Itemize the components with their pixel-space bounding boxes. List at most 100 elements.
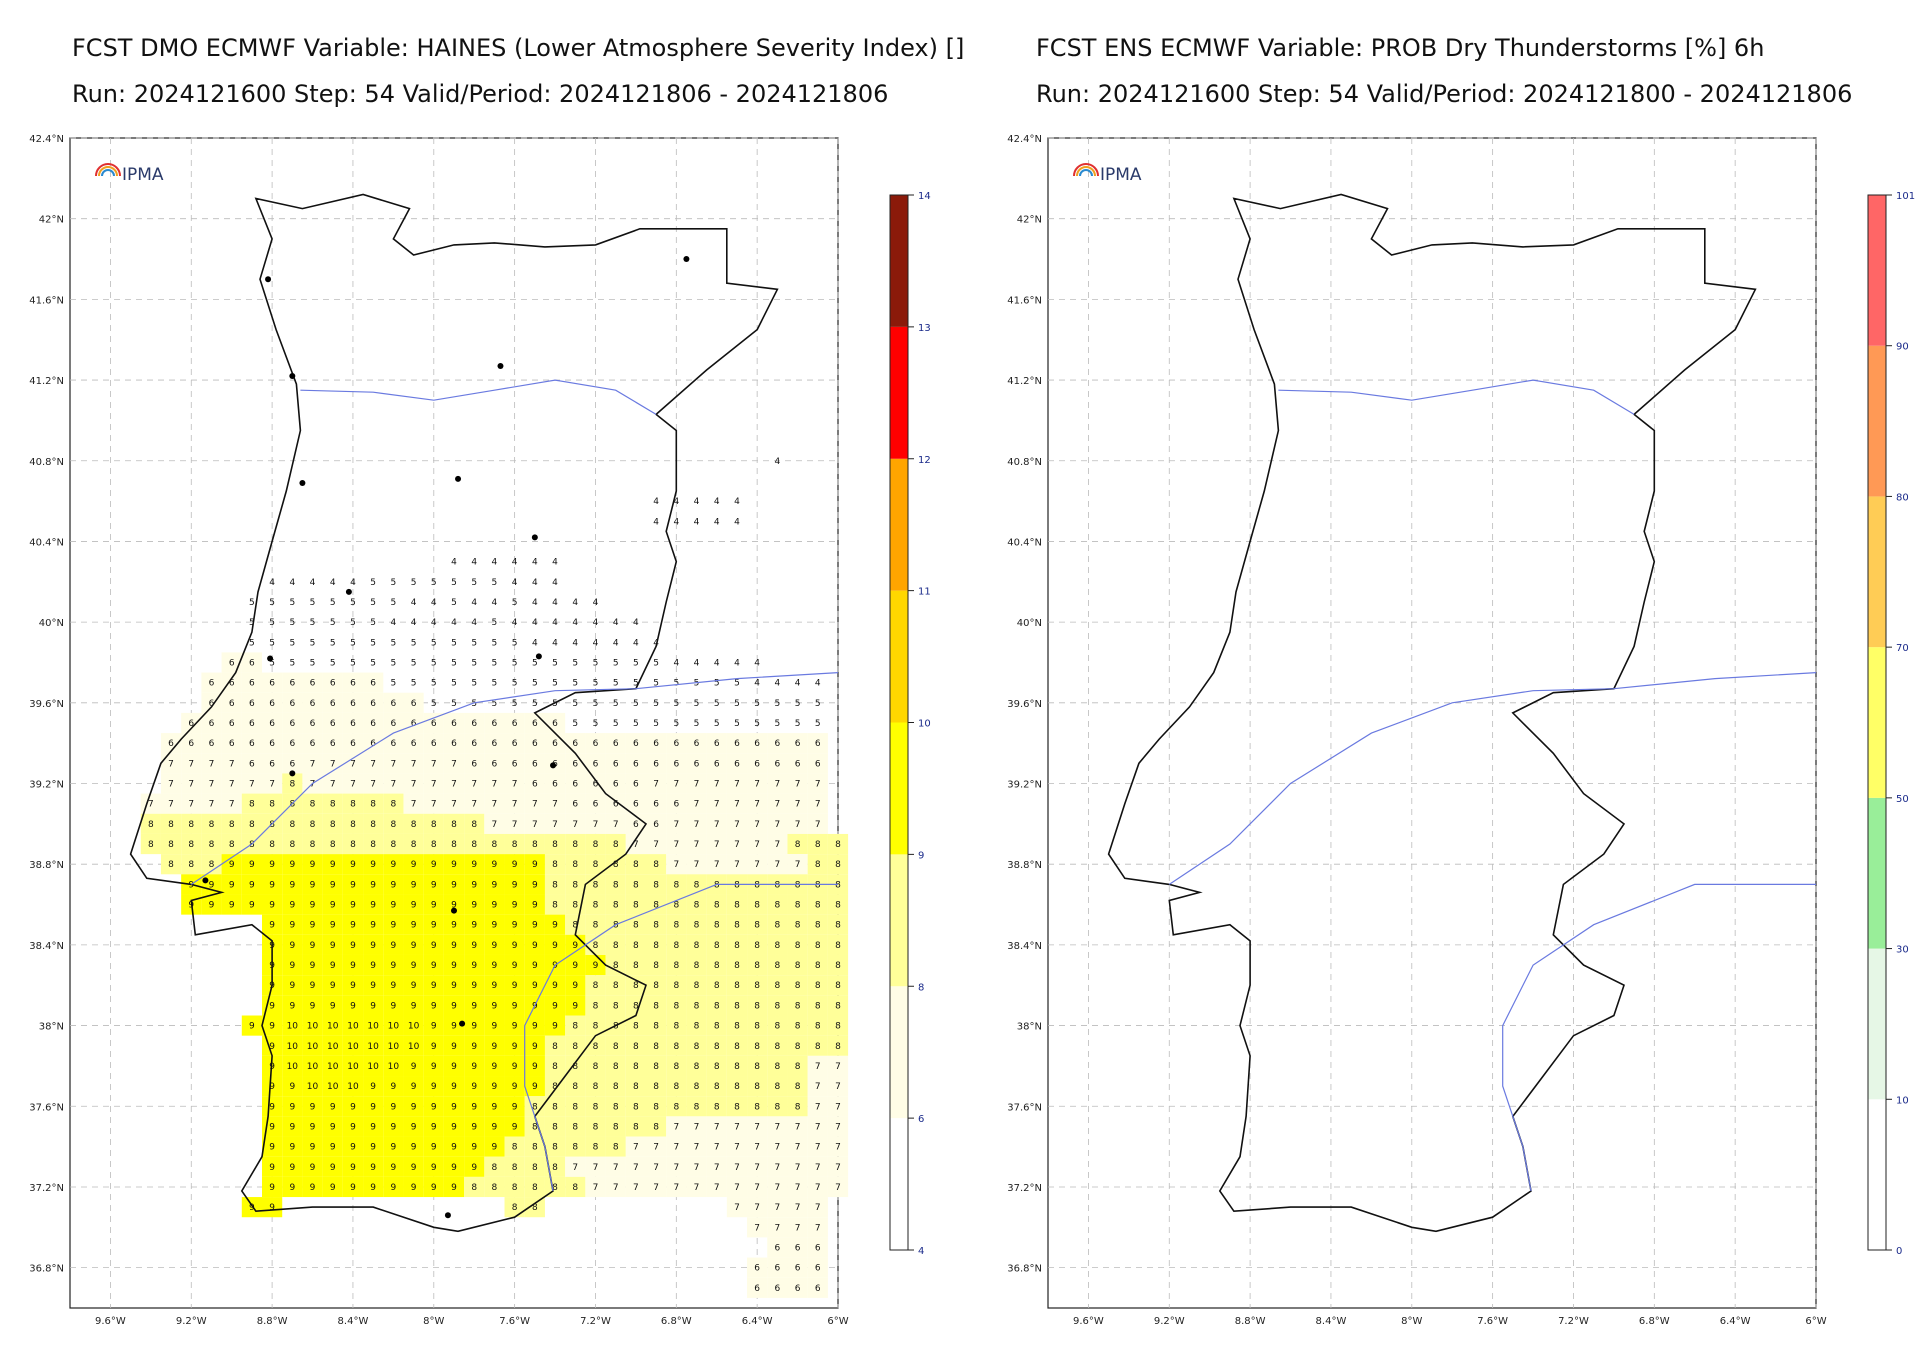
haines-value: 5 <box>512 679 518 689</box>
haines-value: 8 <box>552 1122 558 1132</box>
haines-cell <box>747 773 768 794</box>
lon-tick-label: 6.4°W <box>1720 1316 1751 1327</box>
haines-cell <box>282 733 303 754</box>
haines-value: 8 <box>229 840 235 850</box>
haines-cell <box>706 894 727 915</box>
haines-value: 7 <box>775 860 781 870</box>
haines-value: 5 <box>512 598 518 608</box>
haines-cell <box>363 753 384 774</box>
colorbar-tick-label: 12 <box>918 455 931 466</box>
ipma-logo: IPMA <box>95 163 164 185</box>
haines-value: 8 <box>673 1062 679 1072</box>
haines-value: 5 <box>492 658 498 668</box>
haines-value: 9 <box>471 1042 477 1052</box>
haines-value: 7 <box>431 800 437 810</box>
haines-cell <box>423 1076 444 1097</box>
haines-value: 9 <box>310 981 316 991</box>
haines-value: 8 <box>775 1042 781 1052</box>
haines-value: 7 <box>694 780 700 790</box>
haines-cell <box>282 1136 303 1157</box>
haines-cell <box>787 1015 808 1036</box>
haines-cell <box>625 833 646 855</box>
haines-value: 6 <box>229 679 235 689</box>
haines-cell <box>565 833 586 855</box>
haines-cell <box>787 733 808 754</box>
haines-value: 9 <box>411 1082 417 1092</box>
haines-value: 8 <box>694 1042 700 1052</box>
haines-cell <box>322 813 343 834</box>
haines-value: 9 <box>391 860 397 870</box>
haines-value: 4 <box>532 578 538 588</box>
haines-value: 6 <box>694 739 700 749</box>
haines-value: 6 <box>370 679 376 689</box>
haines-value: 9 <box>330 1143 336 1153</box>
colorbar-tick-label: 10 <box>918 719 931 730</box>
haines-cell <box>726 954 748 976</box>
haines-cell <box>807 975 828 996</box>
haines-cell <box>747 1217 768 1238</box>
haines-cell <box>504 753 525 774</box>
haines-value: 5 <box>714 679 720 689</box>
haines-value: 7 <box>815 1082 821 1092</box>
haines-value: 8 <box>633 1001 639 1011</box>
haines-value: 8 <box>714 961 720 971</box>
haines-cell <box>504 1035 525 1056</box>
haines-value: 7 <box>835 1102 841 1112</box>
haines-value: 8 <box>795 901 801 911</box>
haines-value: 7 <box>673 860 679 870</box>
haines-value: 9 <box>249 880 255 890</box>
haines-value: 8 <box>815 1042 821 1052</box>
haines-value: 9 <box>492 1001 498 1011</box>
haines-cell <box>767 1055 788 1077</box>
haines-cell <box>201 692 222 713</box>
haines-cell <box>706 733 727 754</box>
haines-cell <box>686 1116 707 1137</box>
haines-value: 8 <box>714 1001 720 1011</box>
haines-value: 10 <box>408 1022 420 1032</box>
haines-value: 8 <box>148 820 154 830</box>
haines-cell <box>666 1176 687 1198</box>
haines-cell <box>646 874 667 895</box>
haines-cell <box>807 833 828 855</box>
haines-cell <box>666 773 687 794</box>
haines-cell <box>706 914 727 935</box>
haines-value: 5 <box>370 658 376 668</box>
haines-value: 4 <box>815 679 821 689</box>
haines-cell <box>443 833 465 855</box>
haines-value: 8 <box>673 880 679 890</box>
haines-cell <box>282 692 303 713</box>
haines-cell <box>282 753 303 774</box>
haines-value: 8 <box>754 1062 760 1072</box>
haines-cell <box>201 833 222 855</box>
haines-value: 7 <box>815 1122 821 1132</box>
haines-cell <box>363 1096 384 1117</box>
haines-value: 6 <box>370 699 376 709</box>
haines-cell <box>605 833 626 855</box>
haines-cell <box>686 874 707 895</box>
haines-cell <box>363 975 384 996</box>
haines-cell <box>747 1176 768 1198</box>
haines-value: 8 <box>694 941 700 951</box>
haines-value: 8 <box>795 1001 801 1011</box>
haines-value: 9 <box>451 1163 457 1173</box>
haines-cell <box>565 1055 586 1077</box>
haines-value: 8 <box>714 981 720 991</box>
haines-value: 6 <box>411 699 417 709</box>
haines-value: 8 <box>694 880 700 890</box>
haines-cell <box>666 954 687 976</box>
haines-value: 8 <box>289 800 295 810</box>
colorbar-segment <box>890 854 908 987</box>
haines-value: 7 <box>370 780 376 790</box>
lat-tick-label: 40°N <box>39 618 64 629</box>
haines-field: 44 4 4 4 44 4 4 4 44 4 4 4 4 44 4 4 4 4 5 5 5 5 5 5 5 4 4 45 5 5 5 5 5 5 5… <box>140 457 849 1298</box>
haines-cell <box>484 773 505 794</box>
haines-cell <box>726 1055 748 1077</box>
haines-value: 7 <box>775 1163 781 1173</box>
haines-value: 4 <box>552 618 558 628</box>
haines-value: 4 <box>289 578 295 588</box>
haines-cell <box>827 894 849 915</box>
haines-value: 8 <box>512 1183 518 1193</box>
haines-value: 8 <box>613 840 619 850</box>
haines-value: 6 <box>350 739 356 749</box>
haines-value: 7 <box>148 800 154 810</box>
